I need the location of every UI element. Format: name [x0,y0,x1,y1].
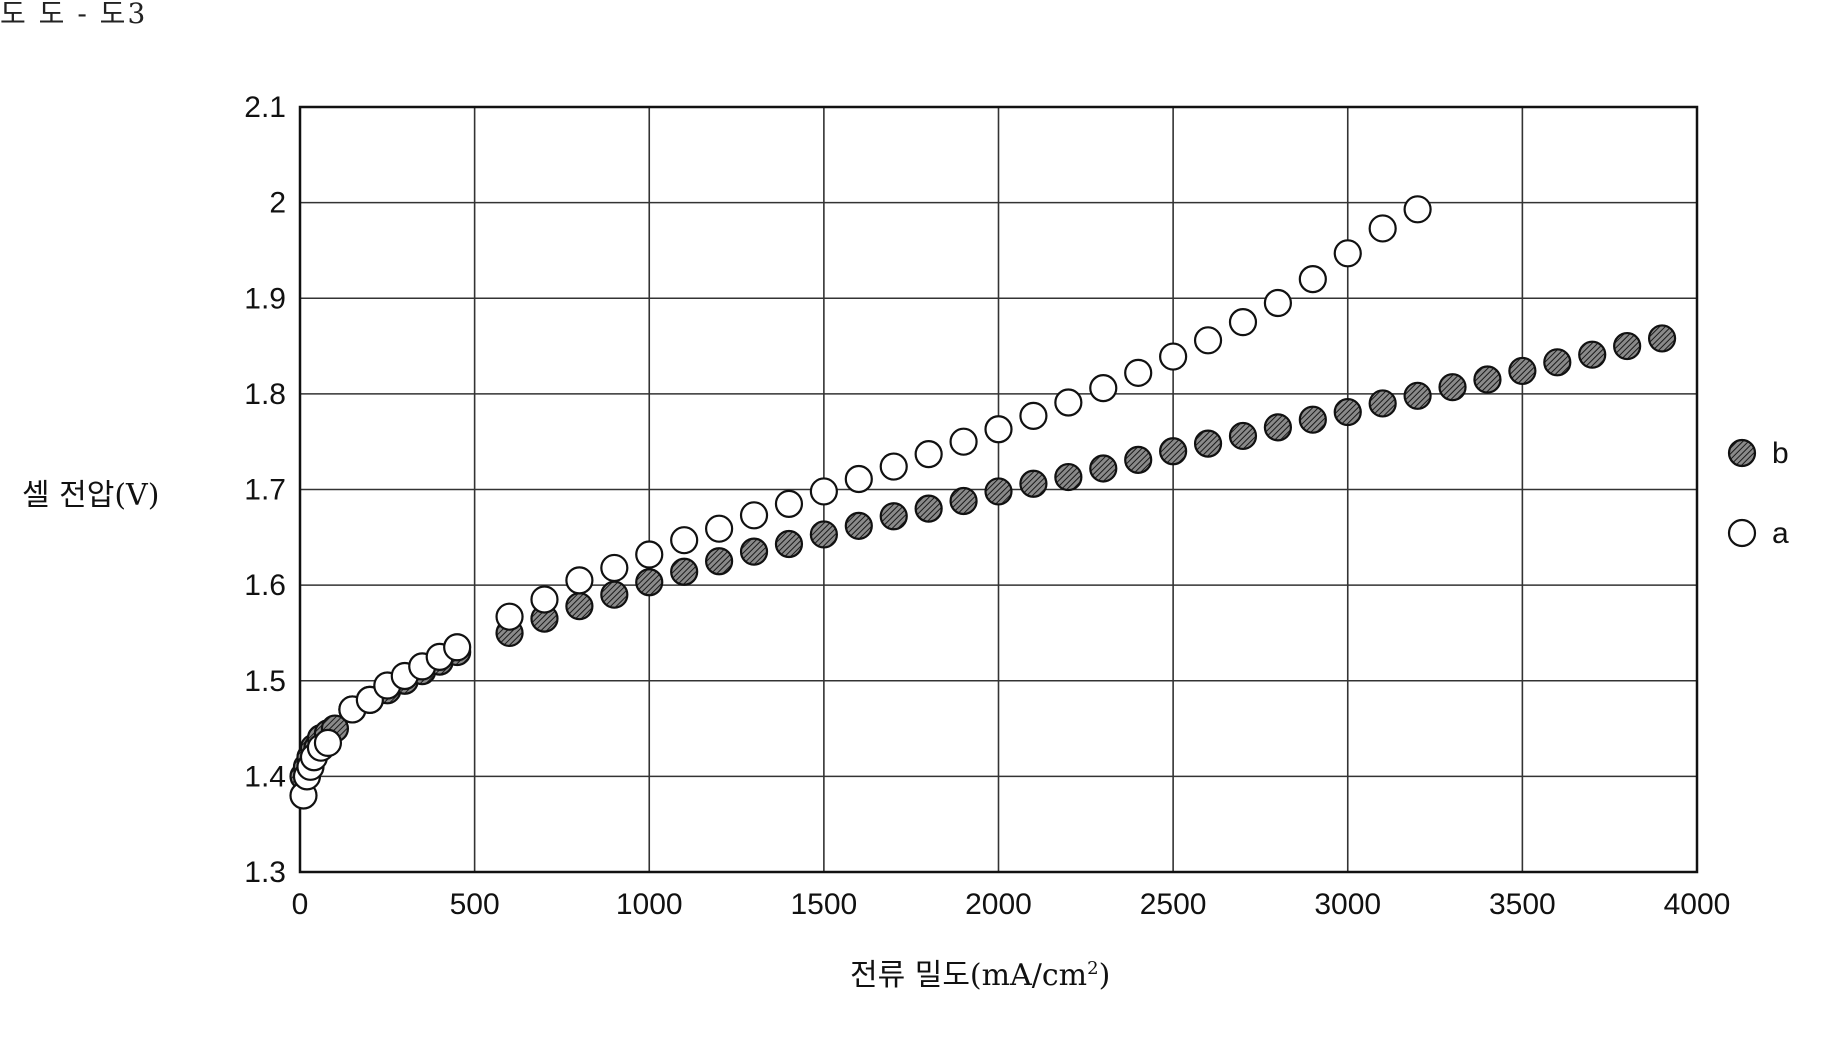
data-point-a [495,602,524,631]
data-point-b [1543,348,1572,377]
data-point-b [1089,454,1118,483]
data-point-a [1228,308,1258,337]
y-tick-label: 1.8 [244,378,286,411]
legend-label-b: b [1772,437,1789,470]
data-point-b [1368,389,1397,418]
plot-frame [298,105,1699,874]
data-point-b [1647,324,1677,353]
x-tick-label: 500 [450,888,500,921]
data-point-a [635,540,664,569]
data-point-b [1333,397,1362,427]
series-b [289,324,1677,791]
x-tick-labels: 0 500 1000 1500 2000 2500 3000 3500 4000 [292,888,1731,921]
data-point-a [914,440,943,469]
data-point-b [1508,356,1537,386]
data-point-a [1368,214,1397,243]
data-point-b [984,477,1013,506]
data-point-b [1263,413,1293,442]
data-point-a [1054,388,1083,417]
data-point-b [1159,437,1188,466]
data-point-b [774,529,804,559]
x-axis-label-superscript: 2 [1087,958,1099,979]
data-series [289,195,1677,810]
x-tick-label: 1000 [616,888,683,921]
data-point-b [1228,421,1258,451]
y-tick-labels: 1.3 1.4 1.5 1.6 1.7 1.8 1.9 2 2.1 [244,91,286,889]
x-tick-label: 2000 [965,888,1032,921]
x-tick-label: 3000 [1314,888,1381,921]
series-a [289,195,1432,810]
x-axis-label-main: 전류 밀도(mA/cm [850,958,1088,993]
y-tick-label: 2.1 [244,91,286,124]
data-point-a [530,585,559,614]
data-point-b [635,568,664,597]
x-tick-label: 2500 [1140,888,1207,921]
y-tick-label: 2 [269,187,286,220]
y-tick-label: 1.9 [244,282,286,315]
y-tick-label: 1.4 [244,760,286,793]
data-point-b [565,592,594,621]
data-point-b [1403,381,1432,410]
x-tick-label: 3500 [1489,888,1556,921]
data-point-a [1263,288,1293,318]
y-tick-label: 1.5 [244,665,286,698]
data-point-b [670,557,699,586]
data-point-b [914,494,943,523]
x-tick-label: 4000 [1664,888,1731,921]
data-point-b [809,520,838,549]
x-tick-label: 1500 [791,888,858,921]
data-point-a [844,464,873,494]
legend: ba [1727,437,1789,550]
data-point-a [739,501,769,530]
data-point-a [1019,401,1048,430]
y-axis-label: 셀 전압(V) [22,478,160,513]
figure-label: 도 도 - 도3 [0,0,148,30]
x-axis-label: 전류 밀도(mA/cm2) [850,950,1110,994]
y-tick-label: 1.3 [244,856,286,889]
data-point-b [1019,469,1048,498]
data-point-b [1578,340,1607,369]
data-point-a [1333,239,1362,268]
data-point-b [600,580,629,609]
data-point-a [984,415,1013,444]
plot-border [298,105,1699,874]
data-point-b [879,502,908,531]
x-tick-label: 0 [292,888,309,921]
data-point-b [1054,462,1083,492]
data-point-b [1298,405,1327,434]
legend-label-a: a [1772,517,1789,550]
data-point-b [1438,373,1467,402]
data-point-a [774,489,804,518]
data-point-a [565,566,594,595]
data-point-a [443,633,472,662]
data-point-a [1124,358,1153,387]
data-point-a [1089,374,1118,403]
y-tick-label: 1.6 [244,569,286,602]
data-point-a [1403,195,1432,224]
data-point-a [600,553,629,583]
data-point-a [1159,342,1188,371]
data-point-b [704,547,734,576]
data-point-b [739,537,769,566]
legend-marker-b [1727,438,1757,468]
x-axis-label-end: ) [1098,958,1111,993]
data-point-a [949,427,978,456]
legend-marker-a [1727,518,1757,548]
data-point-b [1613,331,1642,361]
data-point-b [1124,445,1153,474]
data-point-a [809,477,838,506]
data-point-b [949,486,978,516]
data-point-a [670,526,699,555]
data-point-b [1473,365,1502,394]
y-tick-label: 1.7 [244,474,286,507]
data-point-a [879,452,908,481]
data-point-a [1193,326,1223,355]
data-point-b [1193,429,1223,458]
data-point-a [1298,265,1327,294]
data-point-a [313,728,343,758]
data-point-b [844,511,873,540]
data-point-a [704,514,734,543]
